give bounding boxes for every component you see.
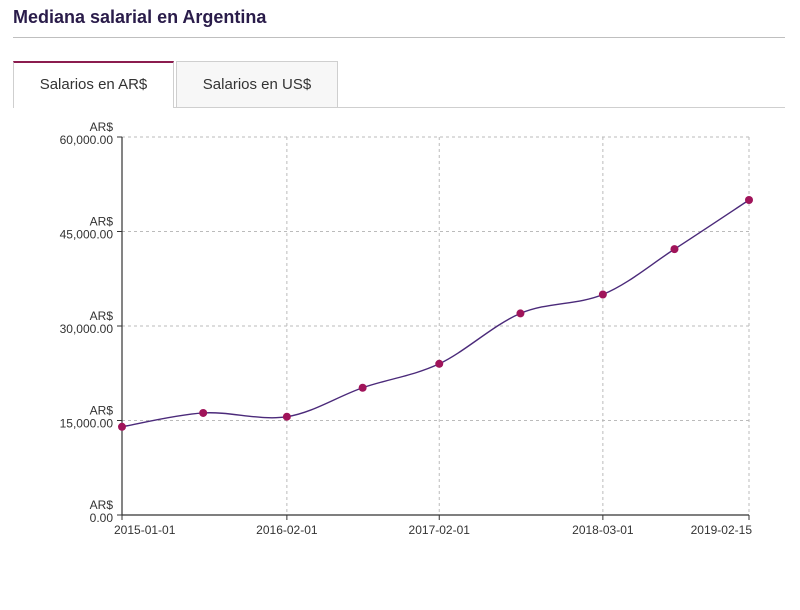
- y-tick-label-amount: 15,000.00: [60, 417, 114, 431]
- chart-series: [118, 196, 753, 431]
- x-axis-ticks: 2015-01-01 2016-02-01 2017-02-01 2018-03-01…: [114, 515, 752, 537]
- tab-salarios-ars-label: Salarios en AR$: [39, 76, 148, 93]
- y-tick-label-currency: AR$: [90, 120, 114, 134]
- y-axis-ticks: AR$0.00AR$15,000.00AR$30,000.00AR$45,000…: [60, 120, 122, 525]
- y-tick-label-currency: AR$: [90, 498, 114, 512]
- data-point: [358, 383, 367, 392]
- title-divider: [13, 37, 785, 38]
- y-tick-label-amount: 30,000.00: [60, 322, 114, 336]
- tab-salarios-ars[interactable]: Salarios en AR$: [13, 61, 174, 108]
- data-point: [516, 309, 525, 318]
- series-line: [121, 199, 750, 428]
- chart-grid: [122, 136, 750, 515]
- x-tick-label: 2018-03-01: [572, 523, 634, 537]
- data-point: [199, 408, 208, 417]
- data-point: [435, 359, 444, 368]
- tab-salarios-usd[interactable]: Salarios en US$: [176, 61, 338, 107]
- y-tick-label-amount: 0.00: [90, 511, 114, 525]
- x-tick-label: 2015-01-01: [114, 523, 176, 537]
- page-title: Mediana salarial en Argentina: [13, 7, 267, 27]
- y-tick-label-currency: AR$: [90, 215, 114, 229]
- y-tick-label-amount: 45,000.00: [60, 228, 114, 242]
- x-tick-label: 2016-02-01: [256, 523, 318, 537]
- tab-salarios-usd-label: Salarios en US$: [202, 76, 312, 93]
- data-point: [745, 196, 753, 204]
- salary-line-chart: AR$0.00AR$15,000.00AR$30,000.00AR$45,000…: [60, 120, 753, 537]
- data-point: [598, 290, 607, 299]
- x-tick-label: 2017-02-01: [409, 523, 471, 537]
- y-tick-label-currency: AR$: [90, 404, 114, 418]
- tab-bar: Salarios en AR$ Salarios en US$: [13, 61, 785, 108]
- y-tick-label-amount: 60,000.00: [60, 133, 114, 147]
- data-point: [118, 422, 126, 431]
- tab-bar-baseline: [13, 107, 785, 108]
- data-point: [282, 412, 291, 421]
- x-tick-label: 2019-02-15: [691, 523, 753, 537]
- data-point: [670, 245, 679, 254]
- y-tick-label-currency: AR$: [90, 309, 114, 323]
